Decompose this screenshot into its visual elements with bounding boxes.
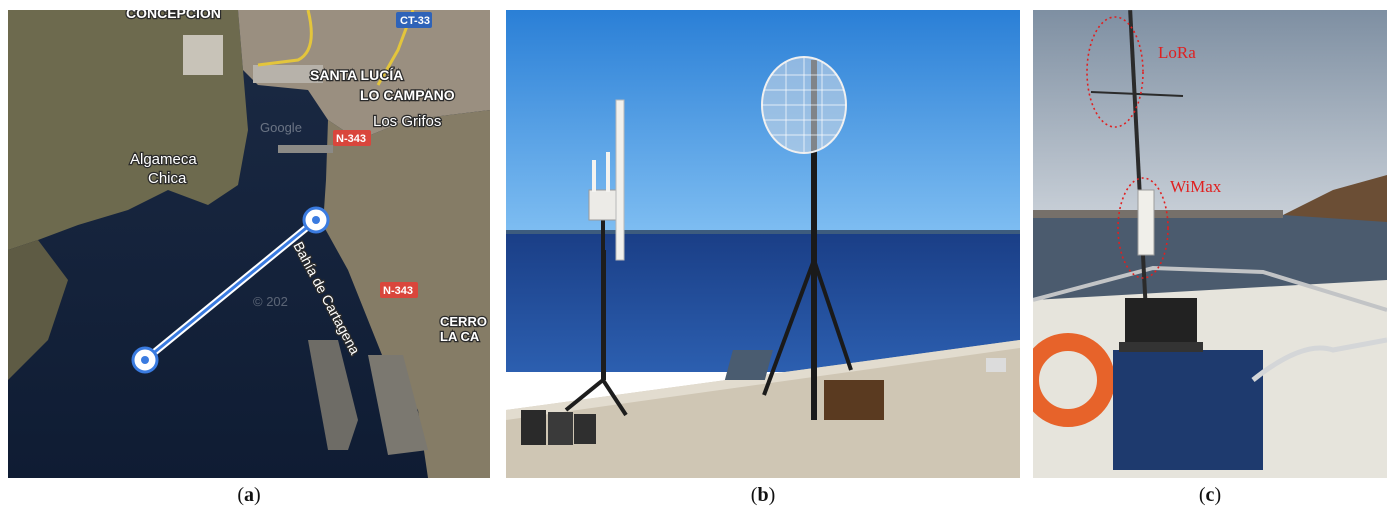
- wimax-antenna: [1137, 189, 1155, 256]
- road-yellow: [257, 10, 313, 67]
- caption-c: (c): [1198, 484, 1222, 506]
- boat-photo: LoRa WiMax: [1033, 10, 1387, 478]
- coastline: [1033, 210, 1283, 218]
- caption-c-letter: c: [1205, 484, 1215, 506]
- port-docks: [253, 65, 323, 83]
- lora-antenna-crossbar: [1090, 91, 1184, 97]
- laptop-base: [1119, 342, 1203, 352]
- pier-surface: [506, 340, 1020, 478]
- lora-highlight-ellipse: [1086, 16, 1144, 128]
- right-tripod-leg: [762, 259, 816, 396]
- satellite-map: CONCEPCIÓN SANTA LUCÍA LO CAMPANO Los Gr…: [8, 10, 490, 478]
- cloudy-sky: [1033, 10, 1387, 220]
- link-line: [144, 218, 317, 362]
- pier-east: [368, 355, 428, 455]
- caption-b: (b): [750, 484, 776, 506]
- wimax-radio-unit: [588, 189, 618, 221]
- shield-n343-bottom-text: N-343: [383, 285, 413, 297]
- sector-antenna: [615, 99, 625, 261]
- label-lo-campano: LO CAMPANO: [360, 87, 455, 103]
- grid-dish-mesh: [762, 58, 846, 152]
- caption-a-letter: a: [244, 484, 254, 506]
- city-area: [168, 10, 490, 140]
- label-cerro: CERRO: [440, 314, 487, 329]
- pier-photo-panel: [506, 10, 1020, 478]
- shield-n343-bottom: N-343: [380, 282, 418, 298]
- laptop-screen: [1125, 298, 1197, 343]
- label-chica: Chica: [148, 170, 187, 187]
- caption-a: (a): [237, 484, 261, 506]
- endpoint-dot-sea: [141, 356, 149, 364]
- deck-handrail: [1251, 337, 1387, 382]
- port-terminal: [183, 35, 223, 75]
- wimax-label: WiMax: [1170, 177, 1222, 196]
- endpoint-dot-shore: [312, 216, 320, 224]
- label-la-ca: LA CA: [440, 329, 480, 344]
- left-mast: [601, 250, 606, 380]
- sky: [506, 10, 1020, 235]
- right-tripod-leg-2: [812, 259, 853, 371]
- wimax-highlight-ellipse: [1117, 177, 1169, 279]
- shield-ct33-text: CT-33: [400, 15, 430, 27]
- equipment-case: [1113, 350, 1263, 470]
- boat-rail: [1033, 265, 1387, 312]
- label-algameca: Algameca: [130, 151, 197, 168]
- map-panel: CONCEPCIÓN SANTA LUCÍA LO CAMPANO Los Gr…: [8, 10, 490, 478]
- left-tripod-leg: [564, 378, 605, 412]
- caption-b-letter: b: [757, 484, 769, 506]
- breakwater: [278, 145, 333, 153]
- watermark-google: Google: [260, 120, 302, 135]
- horizon-land: [506, 230, 1020, 234]
- pier-photo: [506, 10, 1020, 478]
- antenna-whip-2: [606, 152, 610, 192]
- watermark-year: © 202: [253, 294, 288, 309]
- pier: [308, 340, 358, 450]
- label-concepcion: CONCEPCIÓN: [126, 10, 221, 21]
- land-southwest: [8, 240, 68, 380]
- boat-photo-panel: LoRa WiMax: [1033, 10, 1387, 478]
- shield-n343-top: N-343: [333, 130, 371, 146]
- left-tripod-leg-2: [601, 378, 628, 417]
- antenna-whip-1: [592, 160, 596, 192]
- laptop: [724, 350, 773, 380]
- life-ring: [1033, 333, 1115, 427]
- battery-3: [574, 414, 596, 444]
- shield-n343-top-text: N-343: [336, 133, 366, 145]
- label-santa-lucia: SANTA LUCÍA: [310, 67, 403, 83]
- sea: [506, 232, 1020, 372]
- battery-1: [521, 410, 546, 445]
- right-mast: [811, 60, 817, 420]
- shield-ct33: CT-33: [396, 12, 432, 28]
- battery-2: [548, 412, 573, 445]
- hillside: [1283, 175, 1387, 222]
- small-device: [986, 358, 1006, 372]
- equipment-box: [824, 380, 884, 420]
- label-los-grifos: Los Grifos: [373, 113, 441, 130]
- lora-label: LoRa: [1158, 43, 1196, 62]
